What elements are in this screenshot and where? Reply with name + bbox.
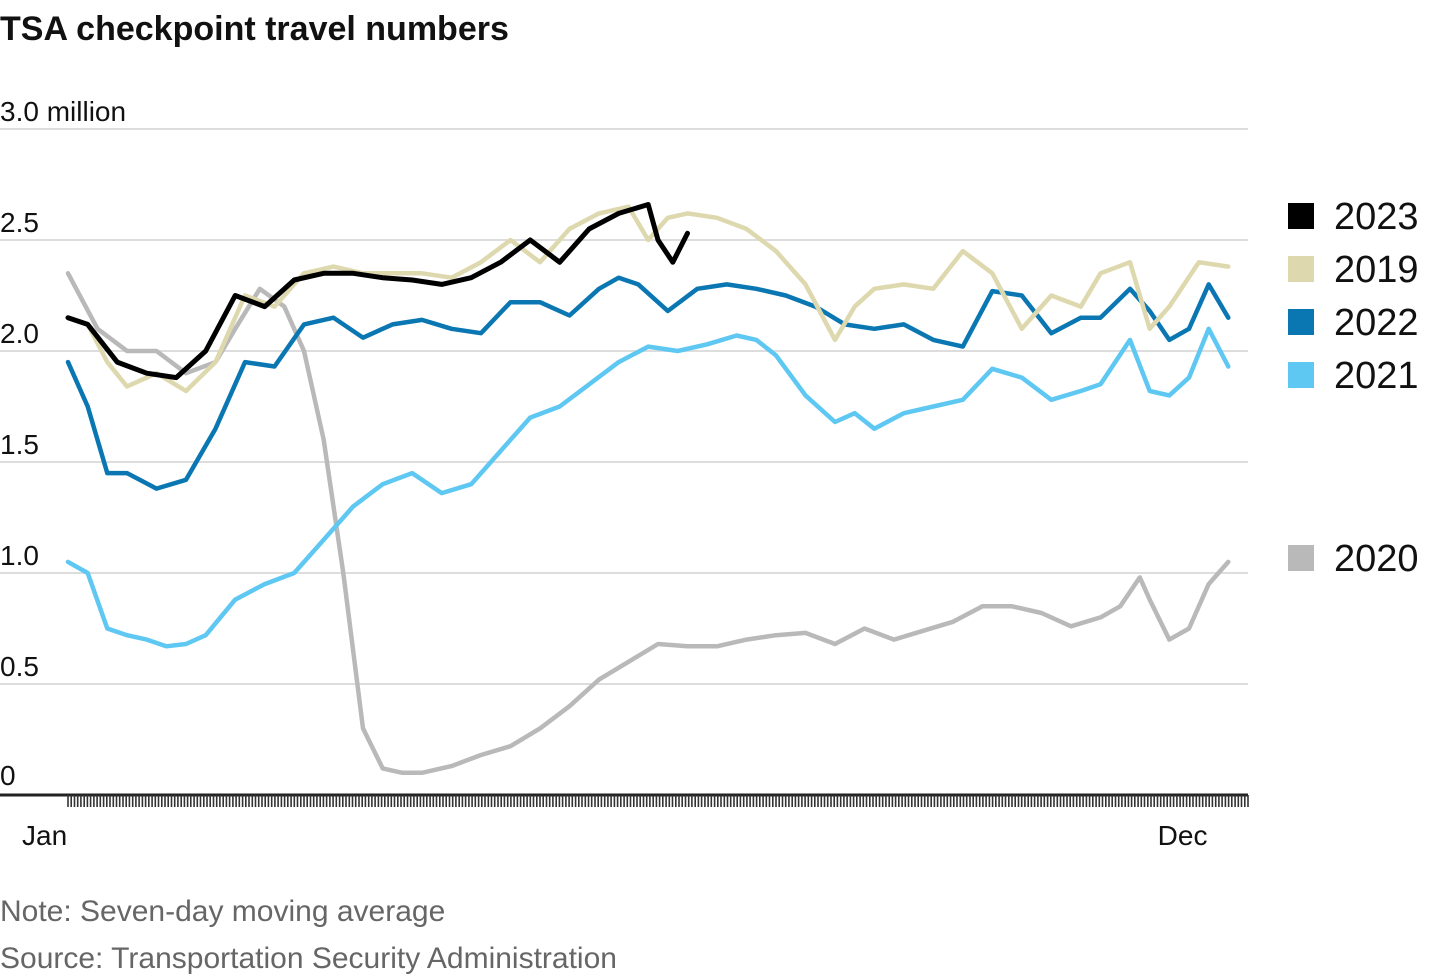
y-tick-label: 3.0 million [0, 96, 126, 127]
legend-swatch-2023 [1288, 203, 1314, 229]
x-axis-ticks: Jan Dec [22, 820, 1207, 851]
x-tick-label: Jan [22, 820, 67, 851]
series-line-2023 [65, 202, 690, 381]
legend-swatch-2020 [1288, 545, 1314, 571]
legend-label-2019: 2019 [1334, 249, 1419, 291]
y-tick-label: 2.5 [0, 207, 39, 238]
legend-swatch-2019 [1288, 256, 1314, 282]
legend-label-2022: 2022 [1334, 302, 1419, 344]
series-line-2019 [65, 204, 1231, 394]
x-axis-day-ticks [67, 795, 1249, 807]
y-tick-label: 1.5 [0, 429, 39, 460]
y-tick-label: 0 [0, 760, 16, 791]
x-tick-label: Dec [1158, 820, 1208, 851]
chart-source: Source: Transportation Security Administ… [0, 942, 617, 975]
y-tick-label: 0.5 [0, 651, 39, 682]
legend-label-2021: 2021 [1334, 355, 1419, 397]
legend: 2023 2019 2022 2021 2020 [1288, 196, 1419, 580]
series-line-2021 [65, 326, 1231, 649]
chart-title: TSA checkpoint travel numbers [0, 10, 509, 48]
y-tick-label: 2.0 [0, 318, 39, 349]
legend-swatch-2022 [1288, 309, 1314, 335]
x-axis-baseline [0, 793, 1249, 807]
legend-swatch-2021 [1288, 362, 1314, 388]
y-tick-label: 1.0 [0, 540, 39, 571]
series-layer [65, 202, 1231, 776]
series-line-2022 [65, 275, 1231, 491]
chart-note: Note: Seven-day moving average [0, 895, 445, 928]
legend-label-2020: 2020 [1334, 538, 1419, 580]
y-axis-ticks: 0 0.5 1.0 1.5 2.0 2.5 3.0 million [0, 96, 126, 791]
legend-label-2023: 2023 [1334, 196, 1419, 238]
